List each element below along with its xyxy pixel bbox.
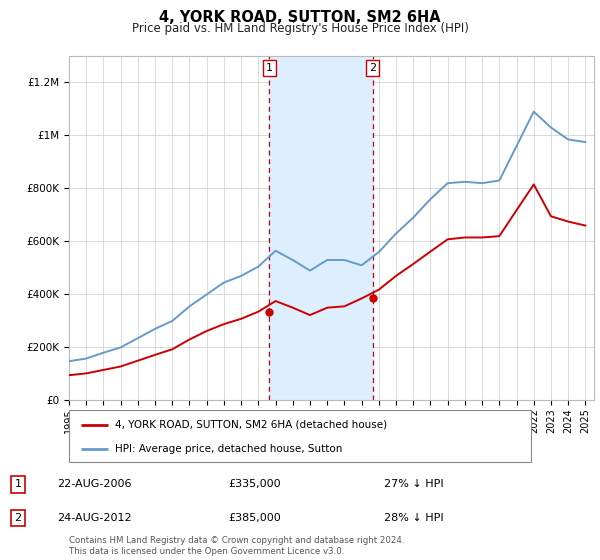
FancyBboxPatch shape: [69, 410, 531, 462]
Text: 28% ↓ HPI: 28% ↓ HPI: [384, 513, 443, 523]
Text: 4, YORK ROAD, SUTTON, SM2 6HA: 4, YORK ROAD, SUTTON, SM2 6HA: [159, 10, 441, 25]
Text: HPI: Average price, detached house, Sutton: HPI: Average price, detached house, Sutt…: [115, 444, 343, 454]
Text: 4, YORK ROAD, SUTTON, SM2 6HA (detached house): 4, YORK ROAD, SUTTON, SM2 6HA (detached …: [115, 420, 388, 430]
Text: 24-AUG-2012: 24-AUG-2012: [57, 513, 131, 523]
Text: 27% ↓ HPI: 27% ↓ HPI: [384, 479, 443, 489]
Text: 22-AUG-2006: 22-AUG-2006: [57, 479, 131, 489]
Text: Contains HM Land Registry data © Crown copyright and database right 2024.
This d: Contains HM Land Registry data © Crown c…: [69, 536, 404, 556]
Text: Price paid vs. HM Land Registry's House Price Index (HPI): Price paid vs. HM Land Registry's House …: [131, 22, 469, 35]
Text: £335,000: £335,000: [228, 479, 281, 489]
Text: 2: 2: [369, 63, 376, 73]
Text: 1: 1: [14, 479, 22, 489]
Text: £385,000: £385,000: [228, 513, 281, 523]
Text: 1: 1: [266, 63, 273, 73]
Bar: [269, 56, 373, 400]
Text: 2: 2: [14, 513, 22, 523]
